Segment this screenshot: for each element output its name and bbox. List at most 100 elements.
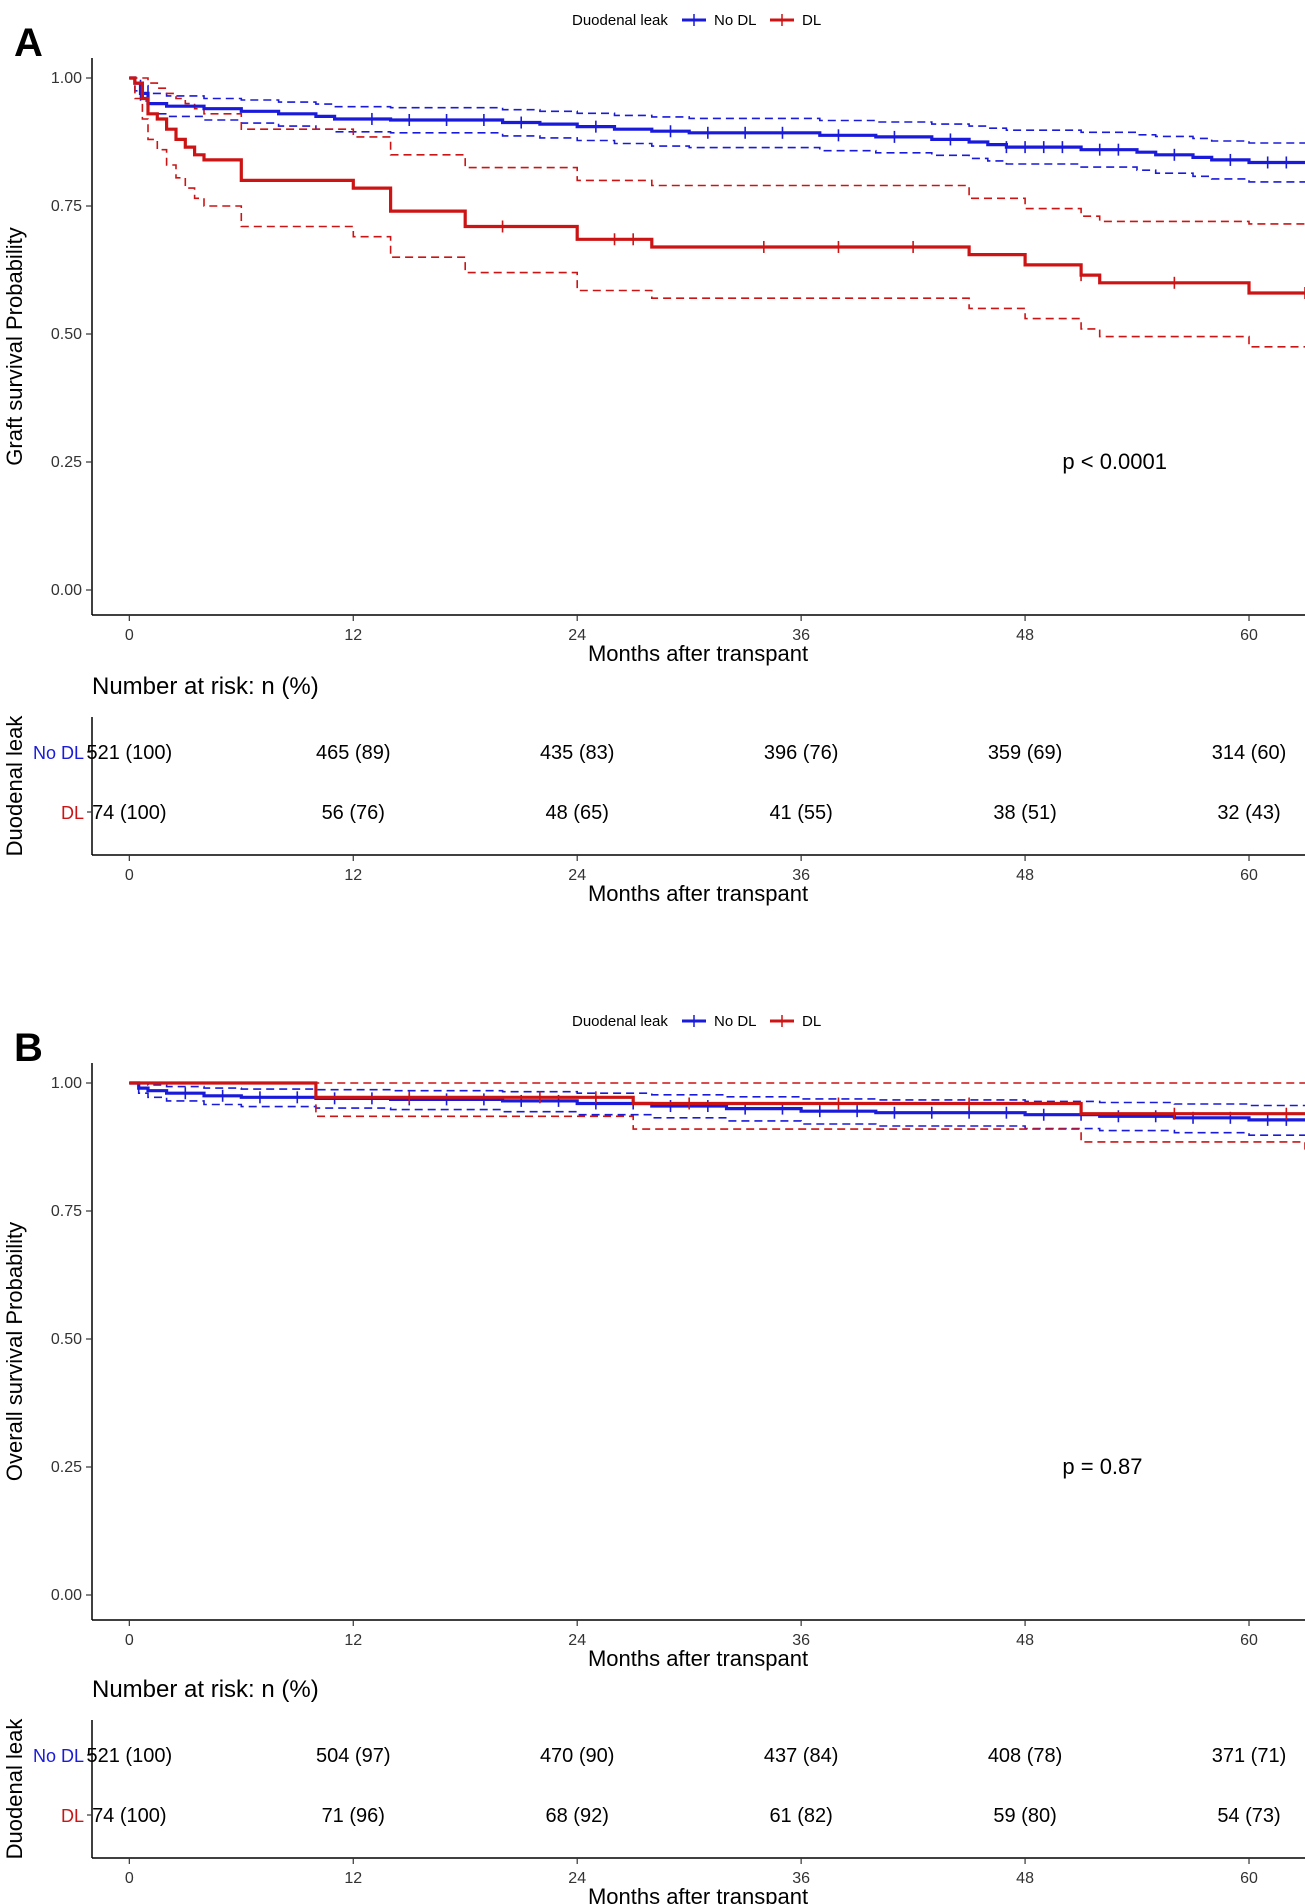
- panel-a: A Duodenal leak No DL DL 0.00 0.25 0.50 0.75 1.0…: [2, 12, 1305, 906]
- risk-x-tick-label: 60: [1240, 1870, 1258, 1887]
- y-axis-title: Overall survival Probability: [2, 1222, 27, 1481]
- legend-title: Duodenal leak: [572, 1013, 668, 1030]
- risk-cell: 314 (60): [1212, 742, 1287, 764]
- p-value: p < 0.0001: [1062, 449, 1167, 474]
- x-tick-label: 48: [1016, 1632, 1034, 1649]
- risk-row-label: No DL: [33, 1746, 84, 1766]
- x-tick-label: 0: [125, 1632, 134, 1649]
- x-tick-label: 24: [568, 1632, 586, 1649]
- y-tick-label: 0.50: [51, 1331, 82, 1348]
- y-tick-label: 0.00: [51, 582, 82, 599]
- legend-label: DL: [802, 12, 821, 29]
- risk-x-tick-label: 24: [568, 1870, 586, 1887]
- risk-table: Number at risk: n (%)Duodenal leak No DL 5…: [2, 1676, 1305, 1904]
- risk-cell: 465 (89): [316, 742, 391, 764]
- y-tick-label: 0.25: [51, 1459, 82, 1476]
- panel-label: B: [14, 1026, 43, 1070]
- legend-label: No DL: [714, 1013, 757, 1030]
- ci-upper-no-dl: [129, 1082, 1305, 1107]
- y-tick-label: 0.75: [51, 1203, 82, 1220]
- risk-cell: 59 (80): [993, 1805, 1056, 1827]
- x-tick-label: 24: [568, 627, 586, 644]
- x-axis-title: Months after transpant: [588, 641, 808, 666]
- risk-cell: 371 (71): [1212, 1745, 1287, 1767]
- x-tick-label: 12: [344, 1632, 362, 1649]
- risk-x-tick-label: 36: [792, 1870, 810, 1887]
- risk-cell: 359 (69): [988, 742, 1063, 764]
- risk-cell: 435 (83): [540, 742, 615, 764]
- risk-cell: 504 (97): [316, 1745, 391, 1767]
- risk-row-label: DL: [61, 1806, 84, 1826]
- risk-cell: 68 (92): [546, 1805, 609, 1827]
- x-tick-label: 12: [344, 627, 362, 644]
- legend: Duodenal leak No DL DL: [572, 12, 821, 29]
- risk-cell: 408 (78): [988, 1745, 1063, 1767]
- survival-curve-no-dl: [129, 76, 1305, 165]
- x-tick-label: 48: [1016, 627, 1034, 644]
- risk-cell: 74 (100): [92, 1805, 167, 1827]
- x-tick-label: 60: [1240, 1632, 1258, 1649]
- risk-cell: 437 (84): [764, 1745, 839, 1767]
- survival-curve-dl: [129, 76, 1305, 295]
- risk-row-label: No DL: [33, 743, 84, 763]
- panel-label: A: [14, 21, 43, 65]
- plot-area: [129, 1081, 1305, 1150]
- x-axis-title: Months after transpant: [588, 1646, 808, 1671]
- risk-cell: 521 (100): [87, 742, 173, 764]
- risk-cell: 48 (65): [546, 802, 609, 824]
- risk-x-tick-label: 36: [792, 867, 810, 884]
- risk-table-title: Number at risk: n (%): [92, 673, 319, 700]
- y-tick-label: 1.00: [51, 70, 82, 87]
- risk-cell: 56 (76): [322, 802, 385, 824]
- ci-lower-dl: [129, 77, 1305, 348]
- risk-cell: 74 (100): [92, 802, 167, 824]
- survival-curve-dl: [129, 1081, 1305, 1116]
- y-axis-title: Graft survival Probability: [2, 227, 27, 465]
- y-tick-label: 0.25: [51, 454, 82, 471]
- risk-x-tick-label: 60: [1240, 867, 1258, 884]
- ci-lower-no-dl: [129, 1082, 1305, 1136]
- risk-cell: 41 (55): [769, 802, 832, 824]
- risk-table: Number at risk: n (%)Duodenal leak No DL 5…: [2, 673, 1305, 906]
- risk-x-tick-label: 0: [125, 1870, 134, 1887]
- risk-cell: 71 (96): [322, 1805, 385, 1827]
- legend-label: No DL: [714, 12, 757, 29]
- y-tick-label: 0.75: [51, 198, 82, 215]
- risk-x-tick-label: 48: [1016, 867, 1034, 884]
- risk-cell: 521 (100): [87, 1745, 173, 1767]
- risk-cell: 54 (73): [1217, 1805, 1280, 1827]
- y-tick-label: 0.50: [51, 326, 82, 343]
- risk-strata-title: Duodenal leak: [2, 1718, 27, 1860]
- panel-b: B Duodenal leak No DL DL 0.00 0.25 0.50 0.75 1.0…: [2, 1013, 1305, 1904]
- legend-title: Duodenal leak: [572, 12, 668, 29]
- risk-x-tick-label: 24: [568, 867, 586, 884]
- risk-x-tick-label: 12: [344, 867, 362, 884]
- x-tick-label: 36: [792, 627, 810, 644]
- ci-upper-no-dl: [129, 77, 1305, 144]
- risk-cell: 61 (82): [769, 1805, 832, 1827]
- x-tick-label: 60: [1240, 627, 1258, 644]
- legend-label: DL: [802, 1013, 821, 1030]
- y-tick-label: 1.00: [51, 1075, 82, 1092]
- risk-x-tick-label: 0: [125, 867, 134, 884]
- y-tick-label: 0.00: [51, 1587, 82, 1604]
- risk-x-axis-title: Months after transpant: [588, 1884, 808, 1904]
- x-tick-label: 36: [792, 1632, 810, 1649]
- risk-cell: 470 (90): [540, 1745, 615, 1767]
- x-tick-label: 0: [125, 627, 134, 644]
- risk-row-label: DL: [61, 803, 84, 823]
- p-value: p = 0.87: [1062, 1454, 1142, 1479]
- risk-x-tick-label: 12: [344, 1870, 362, 1887]
- plot-area: [129, 76, 1305, 348]
- risk-cell: 38 (51): [993, 802, 1056, 824]
- legend: Duodenal leak No DL DL: [572, 1013, 821, 1030]
- risk-x-axis-title: Months after transpant: [588, 881, 808, 906]
- ci-upper-dl: [129, 77, 1305, 225]
- ci-lower-no-dl: [129, 77, 1305, 183]
- risk-table-title: Number at risk: n (%): [92, 1676, 319, 1703]
- risk-strata-title: Duodenal leak: [2, 715, 27, 857]
- risk-cell: 32 (43): [1217, 802, 1280, 824]
- risk-cell: 396 (76): [764, 742, 839, 764]
- risk-x-tick-label: 48: [1016, 1870, 1034, 1887]
